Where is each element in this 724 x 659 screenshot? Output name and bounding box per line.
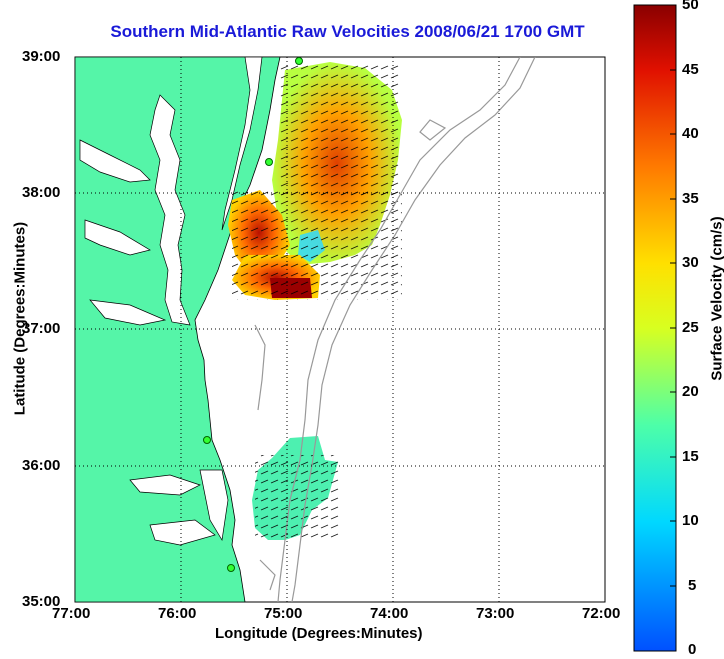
colorbar [633,4,677,652]
x-tick: 73:00 [476,605,515,622]
y-tick: 35:00 [22,593,61,610]
x-tick: 77:00 [52,605,91,622]
bathymetry-contours [254,57,536,602]
x-tick: 72:00 [582,605,621,622]
y-axis-label: Latitude (Degrees:Minutes) [11,221,29,416]
y-tick: 36:00 [22,457,61,474]
colorbar-tick: 25 [682,319,699,336]
grid-lines [75,57,605,602]
radar-station-markers [203,57,303,572]
y-tick: 38:00 [22,184,61,201]
colorbar-tick: 20 [682,383,699,400]
map-title: Southern Mid-Atlantic Raw Velocities 200… [110,22,585,41]
colorbar-tick: 0 [688,641,697,658]
colorbar-tick: 15 [682,448,699,465]
colorbar-tick: 30 [682,254,699,271]
colorbar-tick: 40 [682,125,699,142]
colorbar-tick: 45 [682,61,699,78]
x-tick: 75:00 [264,605,303,622]
x-axis-label: Longitude (Degrees:Minutes) [215,625,423,642]
colorbar-tick: 5 [688,577,697,594]
land-mass [75,57,281,602]
colorbar-tick: 10 [682,512,699,529]
x-tick: 76:00 [158,605,197,622]
colorbar-label: Surface Velocity (cm/s) [708,216,724,381]
x-tick: 74:00 [370,605,409,622]
colorbar-ticks [670,4,676,587]
y-tick: 37:00 [22,320,61,337]
colorbar-tick: 50 [682,0,699,13]
colorbar-tick: 35 [682,190,699,207]
y-tick: 39:00 [22,48,61,65]
